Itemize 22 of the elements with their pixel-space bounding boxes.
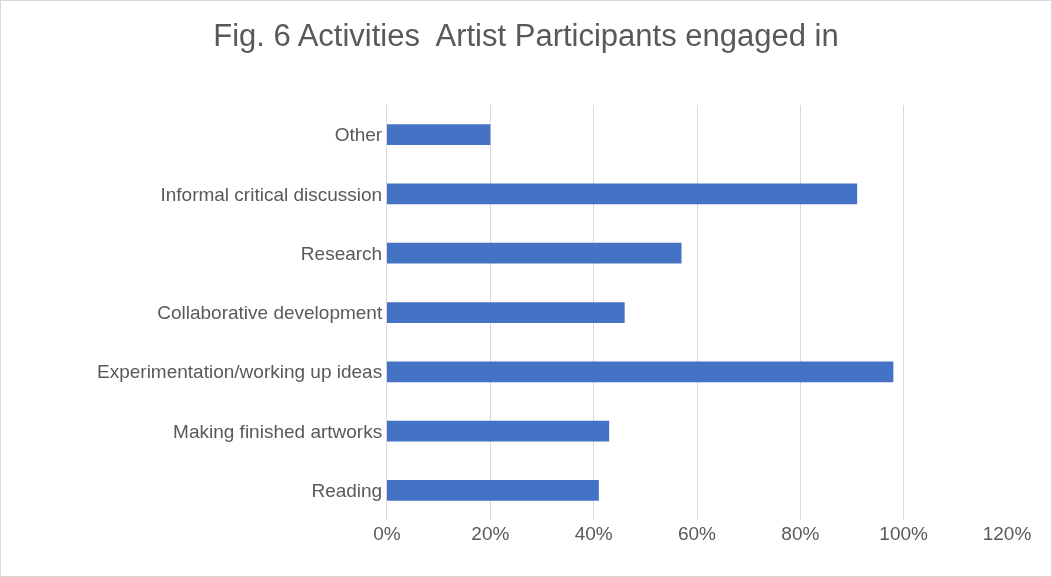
bar bbox=[387, 302, 625, 323]
bar bbox=[387, 242, 682, 264]
x-tick-label: 80% bbox=[781, 523, 820, 544]
chart-title: Fig. 6 Activities Artist Participants engaged in bbox=[213, 18, 839, 54]
x-tick-label: 120% bbox=[982, 523, 1032, 544]
y-tick-label: Research bbox=[300, 242, 383, 264]
y-tick-label: Reading bbox=[311, 480, 383, 502]
x-tick-label: 0% bbox=[373, 523, 401, 544]
bar bbox=[387, 479, 599, 501]
x-tick-label: 60% bbox=[677, 523, 717, 544]
bar bbox=[387, 124, 491, 146]
y-tick-label: Collaborative development bbox=[157, 302, 383, 324]
y-tick-label: Experimentation/working up ideas bbox=[97, 361, 383, 383]
y-tick-label: Making finished artworks bbox=[173, 420, 383, 442]
bar bbox=[387, 420, 610, 442]
y-tick-label: Informal critical discussion bbox=[160, 183, 383, 205]
bar bbox=[387, 361, 894, 383]
x-tick-label: 40% bbox=[574, 523, 613, 544]
bar bbox=[387, 183, 858, 205]
x-tick-label: 20% bbox=[471, 523, 510, 544]
y-tick-label: Other bbox=[334, 124, 383, 146]
x-tick-label: 100% bbox=[879, 523, 929, 544]
